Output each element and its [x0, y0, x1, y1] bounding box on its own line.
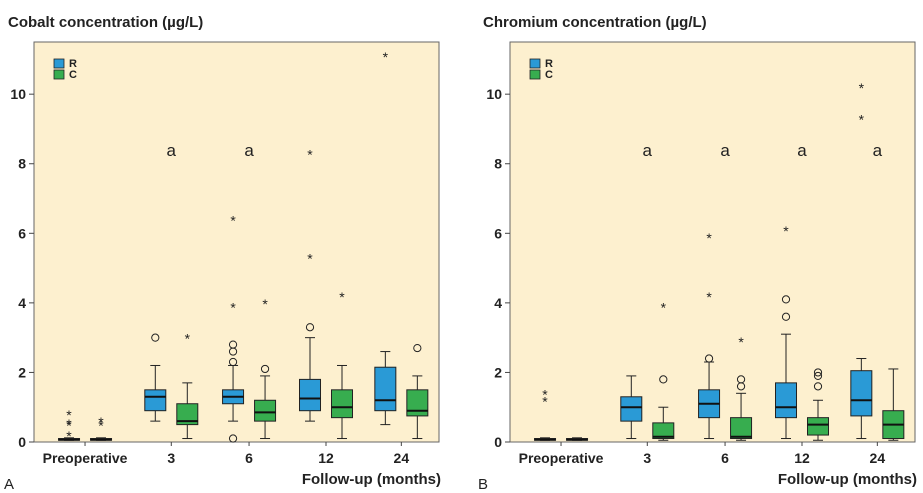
- extreme-point: *: [339, 289, 345, 305]
- significance-marker: a: [797, 141, 807, 160]
- legend-swatch-R: [53, 58, 65, 69]
- y-tick-label: 8: [18, 156, 26, 172]
- extreme-point: *: [542, 386, 548, 402]
- panel-label: A: [4, 476, 14, 493]
- extreme-point: *: [783, 223, 789, 239]
- outlier-point: [228, 434, 238, 443]
- y-tick-label: 0: [494, 434, 502, 450]
- extreme-point: *: [66, 416, 72, 432]
- outlier-point: [305, 323, 315, 332]
- extreme-point: *: [859, 112, 865, 128]
- extreme-point: *: [98, 414, 104, 430]
- legend-swatch-C: [529, 69, 541, 80]
- x-tick-label: Preoperative: [519, 450, 604, 466]
- extreme-point: *: [542, 393, 548, 409]
- x-tick-label: 6: [721, 450, 729, 466]
- legend-swatch-R: [529, 58, 541, 69]
- extreme-point: *: [661, 299, 667, 315]
- y-tick-label: 2: [18, 364, 26, 380]
- chart-title: Chromium concentration (µg/L): [483, 14, 707, 31]
- x-tick-label: 12: [794, 450, 810, 466]
- box-C: [730, 417, 753, 440]
- x-tick-label: 12: [318, 450, 334, 466]
- legend-swatch-C: [53, 69, 65, 80]
- extreme-point: *: [185, 331, 191, 347]
- x-tick-label: 3: [643, 450, 651, 466]
- box-R: [775, 382, 798, 419]
- chart-title: Cobalt concentration (µg/L): [8, 14, 203, 31]
- extreme-point: *: [859, 80, 865, 96]
- outlier-point: [781, 295, 791, 304]
- box-R: [144, 389, 167, 412]
- extreme-point: *: [230, 212, 236, 228]
- significance-marker: a: [244, 141, 254, 160]
- extreme-point: *: [307, 146, 313, 162]
- x-tick-label: 3: [167, 450, 175, 466]
- x-tick-label: 24: [394, 450, 410, 466]
- extreme-point: *: [66, 418, 72, 434]
- y-tick-label: 8: [494, 156, 502, 172]
- panel-label: B: [478, 476, 488, 493]
- outlier-point: [260, 364, 270, 374]
- box-R: [299, 378, 322, 412]
- legend-label-C: C: [545, 69, 553, 81]
- box-C: [406, 389, 429, 417]
- x-axis-label: Follow-up (months): [302, 471, 441, 488]
- outlier-point: [813, 368, 823, 377]
- y-tick-label: 2: [494, 364, 502, 380]
- y-tick-label: 6: [494, 225, 502, 241]
- outlier-point: [813, 371, 823, 381]
- significance-marker: a: [873, 141, 883, 160]
- extreme-point: *: [98, 418, 104, 434]
- box-C: [652, 422, 675, 440]
- x-tick-label: 24: [870, 450, 886, 466]
- outlier-point: [151, 333, 160, 342]
- x-axis-label: Follow-up (months): [778, 471, 917, 488]
- legend-label-R: R: [545, 58, 553, 70]
- y-tick-label: 4: [494, 295, 502, 311]
- plot-area: [509, 41, 916, 443]
- y-tick-label: 0: [18, 434, 26, 450]
- outlier-point: [413, 343, 422, 353]
- legend-label-C: C: [69, 69, 77, 81]
- outlier-point: [781, 312, 791, 321]
- extreme-point: *: [66, 407, 72, 423]
- extreme-point: *: [706, 289, 712, 305]
- extreme-point: *: [66, 428, 72, 444]
- x-tick-label: 6: [245, 450, 253, 466]
- box-C: [807, 417, 830, 436]
- box-C: [176, 403, 199, 426]
- legend-label-R: R: [69, 58, 77, 70]
- y-tick-label: 4: [18, 295, 26, 311]
- significance-marker: a: [167, 141, 177, 160]
- outlier-point: [813, 382, 823, 391]
- significance-marker: a: [643, 141, 653, 160]
- outlier-point: [228, 357, 238, 367]
- outlier-point: [704, 354, 714, 363]
- plot-area: [33, 41, 440, 443]
- x-tick-label: Preoperative: [43, 450, 128, 466]
- y-tick-label: 6: [18, 225, 26, 241]
- box-C: [254, 399, 277, 422]
- extreme-point: *: [307, 251, 313, 267]
- extreme-point: *: [230, 299, 236, 315]
- box-R: [374, 366, 397, 412]
- box-C: [331, 389, 354, 419]
- box-R: [620, 396, 643, 422]
- significance-marker: a: [720, 141, 730, 160]
- extreme-point: *: [383, 49, 389, 65]
- extreme-point: *: [262, 296, 268, 312]
- outlier-point: [228, 340, 238, 349]
- outlier-point: [659, 375, 668, 384]
- y-tick-label: 10: [10, 86, 26, 102]
- chromium-panel: Chromium concentration (µg/L) 0246810Pre…: [478, 14, 917, 493]
- y-tick-label: 10: [486, 86, 502, 102]
- extreme-point: *: [738, 334, 744, 350]
- cobalt-panel: Cobalt concentration (µg/L) 0246810Preop…: [4, 14, 441, 493]
- box-R: [850, 370, 873, 417]
- extreme-point: *: [706, 230, 712, 246]
- outlier-point: [736, 375, 746, 384]
